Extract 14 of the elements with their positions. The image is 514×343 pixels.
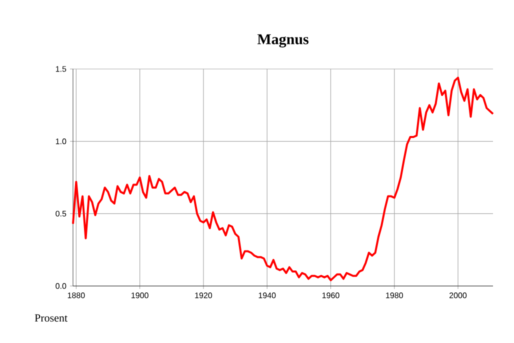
x-tick-label: 1960 [322,292,340,298]
chart-title: Magnus [257,34,308,48]
y-tick-label: 1.5 [56,66,66,72]
x-tick-label: 1920 [195,292,212,298]
y-tick-label: 0.5 [56,210,66,216]
y-tick-label: 1.0 [56,138,66,144]
line-series [72,76,494,282]
x-tick-label: 2000 [450,292,467,298]
text: Prosent [34,314,68,322]
x-tick-label: 1940 [258,292,276,298]
y-tick-label: 0.0 [56,283,66,289]
x-tick-label: 1980 [386,292,403,298]
x-tick-label: 1880 [68,292,85,298]
x-tick-label: 1900 [132,292,148,298]
